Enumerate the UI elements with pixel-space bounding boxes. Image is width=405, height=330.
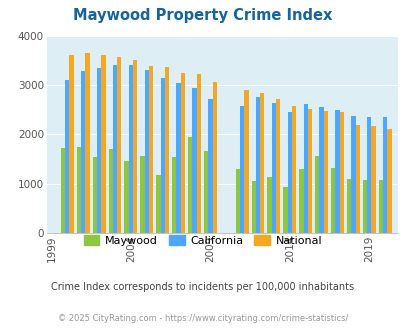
Legend: Maywood, California, National: Maywood, California, National — [79, 231, 326, 250]
Bar — [386, 129, 391, 233]
Bar — [61, 148, 65, 233]
Bar — [330, 168, 335, 233]
Bar — [156, 175, 160, 233]
Bar — [335, 111, 339, 233]
Bar — [355, 125, 359, 233]
Bar — [267, 177, 271, 233]
Text: Crime Index corresponds to incidents per 100,000 inhabitants: Crime Index corresponds to incidents per… — [51, 282, 354, 292]
Bar — [298, 169, 303, 233]
Bar — [196, 74, 200, 233]
Bar — [346, 179, 350, 233]
Bar — [85, 53, 90, 233]
Bar — [260, 93, 264, 233]
Bar — [101, 55, 105, 233]
Bar — [149, 66, 153, 233]
Bar — [255, 97, 260, 233]
Bar — [144, 70, 149, 233]
Bar — [77, 147, 81, 233]
Bar — [108, 149, 113, 233]
Bar — [382, 117, 386, 233]
Bar — [283, 187, 287, 233]
Text: © 2025 CityRating.com - https://www.cityrating.com/crime-statistics/: © 2025 CityRating.com - https://www.city… — [58, 314, 347, 323]
Bar — [362, 180, 366, 233]
Bar — [124, 161, 128, 233]
Bar — [176, 83, 180, 233]
Bar — [97, 68, 101, 233]
Bar — [128, 65, 133, 233]
Bar — [339, 113, 343, 233]
Bar — [192, 88, 196, 233]
Bar — [291, 106, 296, 233]
Bar — [350, 116, 355, 233]
Bar — [140, 156, 144, 233]
Bar — [208, 99, 212, 233]
Bar — [275, 99, 280, 233]
Bar — [378, 180, 382, 233]
Bar — [133, 60, 137, 233]
Bar — [113, 65, 117, 233]
Bar — [314, 155, 319, 233]
Bar — [65, 81, 69, 233]
Bar — [319, 107, 323, 233]
Text: Maywood Property Crime Index: Maywood Property Crime Index — [73, 8, 332, 23]
Bar — [172, 157, 176, 233]
Bar — [164, 67, 169, 233]
Bar — [235, 169, 239, 233]
Bar — [180, 73, 185, 233]
Bar — [81, 71, 85, 233]
Bar — [271, 103, 275, 233]
Bar — [160, 78, 164, 233]
Bar — [92, 157, 97, 233]
Bar — [307, 110, 311, 233]
Bar — [371, 126, 375, 233]
Bar — [251, 181, 255, 233]
Bar — [239, 106, 244, 233]
Bar — [287, 112, 291, 233]
Bar — [203, 151, 208, 233]
Bar — [303, 104, 307, 233]
Bar — [244, 90, 248, 233]
Bar — [117, 57, 121, 233]
Bar — [323, 112, 327, 233]
Bar — [69, 55, 74, 233]
Bar — [188, 137, 192, 233]
Bar — [366, 117, 371, 233]
Bar — [212, 82, 216, 233]
